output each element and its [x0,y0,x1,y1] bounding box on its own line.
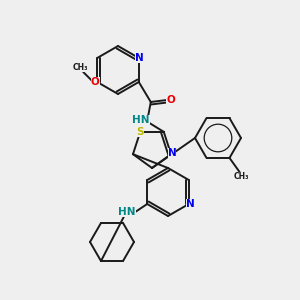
Text: N: N [168,148,176,158]
Text: N: N [186,199,195,209]
Text: O: O [91,77,100,87]
Text: HN: HN [118,207,136,217]
Text: N: N [135,53,144,63]
Text: HN: HN [132,115,149,125]
Text: S: S [136,127,144,137]
Text: CH₃: CH₃ [234,172,249,182]
Text: CH₃: CH₃ [73,62,88,71]
Text: O: O [167,95,175,105]
